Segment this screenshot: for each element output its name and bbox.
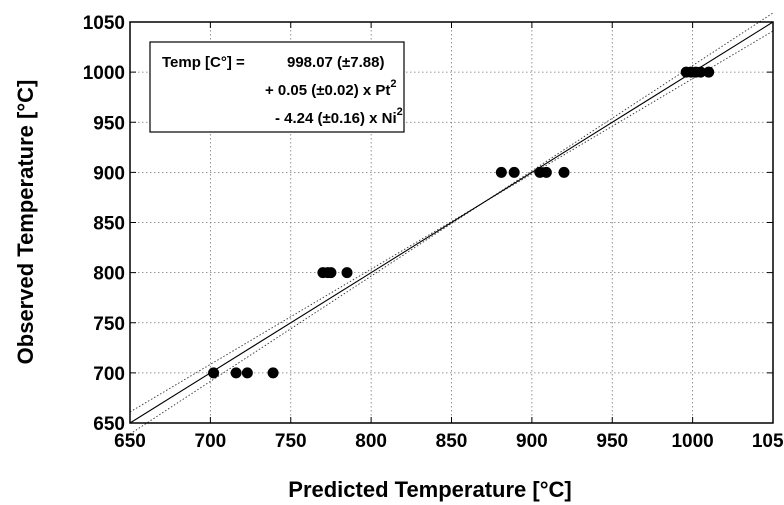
y-tick-label: 700: [93, 364, 125, 385]
data-point: [241, 367, 253, 379]
x-tick-label: 800: [355, 431, 387, 452]
x-tick-label: 750: [275, 431, 307, 452]
x-tick-label: 650: [114, 431, 146, 452]
x-tick-label: 1050: [752, 431, 784, 452]
y-tick-label: 650: [93, 414, 125, 435]
data-point: [540, 166, 552, 178]
equation-term-ni-exponent: 2: [397, 106, 403, 118]
y-tick-label: 850: [93, 214, 125, 235]
y-tick-label: 750: [93, 314, 125, 335]
equation-intercept: 998.07 (±7.88): [287, 54, 384, 71]
plot-frame: [129, 21, 774, 424]
y-tick-label: 950: [93, 113, 125, 134]
equation-term-ni-text: - 4.24 (±0.16) x Ni: [275, 110, 397, 127]
x-tick-labels: 650 700 750 800 850 900 950 1000 1050: [114, 431, 784, 452]
data-point: [558, 166, 570, 178]
y-tick-labels: 650 700 750 800 850 900 950 1000 1050: [83, 13, 125, 435]
equation-term-pt-exponent: 2: [390, 78, 396, 90]
y-tick-label: 900: [93, 163, 125, 184]
x-tick-label: 700: [195, 431, 227, 452]
data-point: [495, 166, 507, 178]
y-tick-label: 1000: [83, 63, 125, 84]
equation-term-pt: + 0.05 (±0.02) x Pt2: [265, 78, 397, 99]
equation-lhs: Temp [C°] =: [162, 54, 245, 71]
y-tick-label: 800: [93, 264, 125, 285]
equation-box-frame: [149, 41, 405, 133]
x-tick-label: 1000: [671, 431, 713, 452]
data-point: [703, 66, 715, 78]
equation-box: Temp [C°] = 998.07 (±7.88) + 0.05 (±0.02…: [149, 41, 405, 133]
data-point: [325, 267, 337, 279]
data-point: [208, 367, 220, 379]
x-tick-label: 900: [516, 431, 548, 452]
data-point: [230, 367, 242, 379]
x-axis-label: Predicted Temperature [°C]: [288, 477, 571, 502]
x-tick-label: 950: [596, 431, 628, 452]
y-axis-label: Observed Temperature [°C]: [13, 80, 38, 365]
data-point: [341, 267, 353, 279]
data-point: [695, 66, 707, 78]
regression-line: [129, 21, 774, 424]
data-point: [267, 367, 279, 379]
fit-line: [129, 21, 774, 424]
equation-term-ni: - 4.24 (±0.16) x Ni2: [275, 106, 403, 127]
x-tick-label: 850: [436, 431, 468, 452]
data-points: [208, 66, 715, 379]
data-point: [508, 166, 520, 178]
equation-term-pt-text: + 0.05 (±0.02) x Pt: [265, 82, 390, 99]
y-tick-label: 1050: [83, 13, 125, 34]
